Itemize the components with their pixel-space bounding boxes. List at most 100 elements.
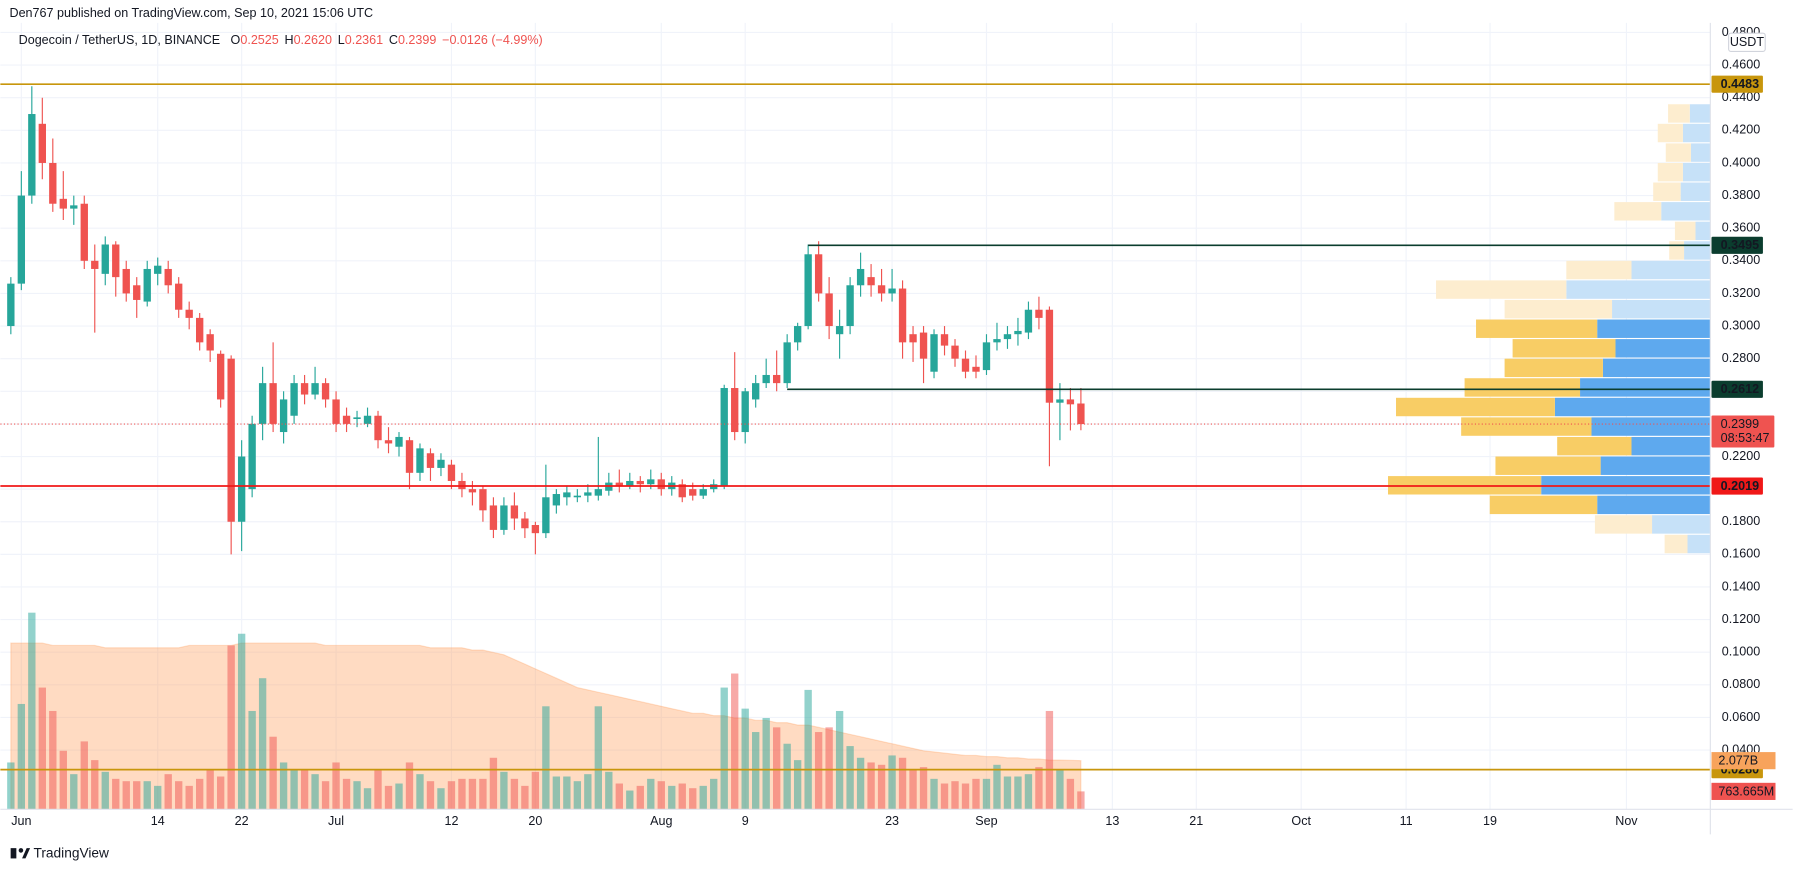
candle-body [300,383,309,395]
profile-down [1668,104,1690,123]
candle-body [479,489,487,511]
x-tick-label: 20 [528,814,542,828]
candle-body [342,415,351,424]
candle-body [290,383,298,416]
y-tick-label: 0.4600 [1722,57,1760,71]
candle-body [846,285,854,327]
y-tick-label: 0.0600 [1722,710,1760,724]
candle-body [573,495,582,498]
candle-body [594,489,602,496]
level-label: 0.2019 [1721,479,1759,493]
volume-bar [258,678,267,810]
y-tick-label: 0.3800 [1722,188,1760,202]
volume-bar [311,774,319,810]
candle-body [531,525,540,534]
candle-body [1056,399,1064,403]
x-tick-label: 19 [1483,814,1497,828]
volume-bar [961,783,970,810]
volume-bar [185,785,193,810]
candle-body [699,489,707,496]
candle-body [216,353,225,400]
volume-bar [752,732,760,810]
volume-bar [216,776,225,810]
candle-body [384,440,393,444]
candle-body [17,195,26,284]
legend-key: H [284,33,293,47]
volume-bar [668,785,676,810]
y-tick-label: 0.3600 [1722,221,1760,235]
candle-body [447,464,456,481]
volume-bar [269,736,277,810]
legend-value: 0.2620 [294,33,332,47]
candle-body [500,505,508,530]
volume-bar [1045,710,1054,810]
logo [10,848,31,859]
volume-bar [584,774,592,810]
level-label: 0.2612 [1721,382,1759,396]
volume-bar [395,783,403,810]
volume-bar [510,778,519,810]
profile-up [1687,534,1711,554]
candle-body [909,334,917,343]
candle-body [720,388,728,486]
candle-body [80,203,88,261]
candle-body [154,265,162,274]
y-tick-label: 0.2800 [1722,351,1760,365]
profile-down [1476,319,1598,338]
volume-bar [710,778,718,810]
profile-up [1597,495,1711,515]
profile-down [1464,378,1581,397]
volume-bar [479,778,487,810]
y-tick-label: 0.1800 [1722,514,1760,528]
candle-body [7,283,15,327]
volume-bar [846,746,854,810]
axes: 0.48000.46000.44000.42000.40000.38000.36… [11,25,1776,828]
candle-body [783,342,791,384]
volume-bar [458,778,466,810]
profile-up [1631,436,1711,456]
profile-down [1557,436,1632,456]
candle-body [825,293,833,327]
volume-bar [1003,776,1012,810]
y-tick-label: 0.1400 [1722,579,1760,593]
volume-bar [825,727,833,810]
volume-ma-label-box [1711,752,1776,770]
volume-bar [573,781,582,810]
x-tick-label: 21 [1189,814,1203,828]
volume-bar [237,633,246,810]
volume-profile [1388,104,1711,554]
volume-bar [982,778,991,810]
candle-body [416,448,424,473]
volume-bar [426,781,435,810]
candle-body [804,254,812,327]
x-tick-label: Jun [11,814,31,828]
volume-bar [793,760,802,810]
volume-bar [500,771,508,810]
volume-bar [563,776,571,810]
profile-up [1612,299,1711,319]
volume-bar [741,708,749,810]
x-tick-label: Aug [650,814,672,828]
x-tick-label: Jul [328,814,344,828]
volume-bar [626,790,634,810]
volume-ma-label: 2.077B [1718,754,1758,768]
profile-down [1495,456,1601,475]
x-tick-label: 13 [1105,814,1119,828]
candle-body [133,285,141,300]
legend-key: C [389,33,398,47]
volume-bar [678,783,686,810]
candle-body [898,288,907,343]
volume-bar [70,774,78,810]
profile-up [1631,260,1711,280]
profile-up [1597,319,1711,338]
volume-bar [248,710,256,810]
candle-body [374,415,382,441]
level-label: 0.4483 [1721,77,1759,91]
volume-bar [615,783,623,810]
profile-up [1695,221,1711,241]
volume-bar [1024,774,1033,810]
volume-bar [531,771,540,810]
countdown: 08:53:47 [1721,431,1770,445]
